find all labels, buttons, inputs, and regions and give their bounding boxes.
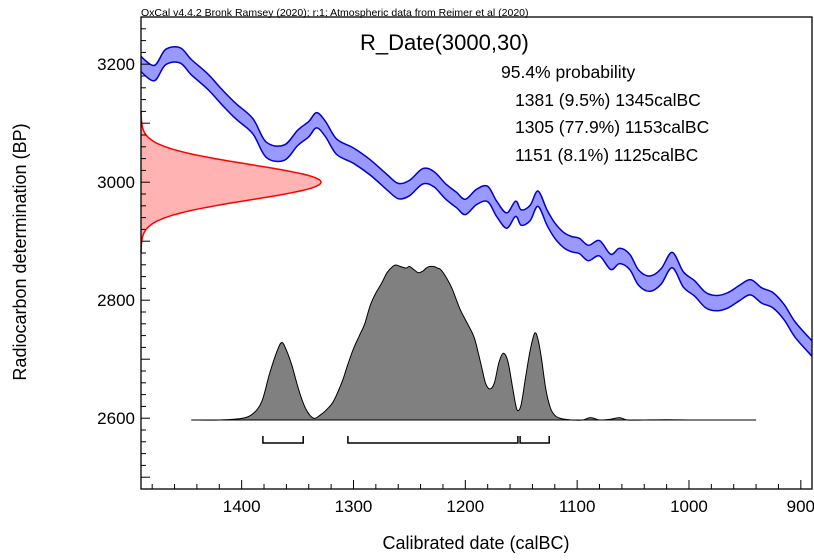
y-tick-label: 2600: [97, 409, 135, 428]
range-label-2: 1305 (77.9%) 1153calBC: [515, 117, 709, 137]
y-tick-label: 2800: [97, 291, 135, 310]
x-tick-label: 900: [787, 497, 814, 516]
x-tick-label: 1400: [223, 497, 261, 516]
y-tick-label: 3200: [97, 55, 135, 74]
range-bar-1: [262, 436, 304, 444]
measurement-distribution: [140, 111, 322, 254]
range-label-1: 1381 (9.5%) 1345calBC: [515, 90, 701, 110]
range-bar-3: [519, 436, 550, 444]
measurement-line: [140, 111, 322, 253]
range-bar-2: [347, 436, 519, 444]
probability-label: 95.4% probability: [501, 62, 635, 82]
distribution-fill: [191, 265, 757, 421]
x-tick-label: 1200: [446, 497, 484, 516]
distribution-outline: [191, 264, 757, 421]
x-tick-label: 1100: [559, 497, 596, 516]
x-tick-label: 1300: [335, 497, 373, 516]
calibration-band: [141, 46, 812, 357]
chart-credit: OxCal v4.4.2 Bronk Ramsey (2020); r:1; A…: [141, 7, 529, 19]
calibration-curve: [140, 45, 813, 357]
x-tick-label: 1000: [670, 497, 708, 516]
measurement-fill: [141, 111, 321, 254]
calibrated-distribution: [191, 264, 757, 421]
y-axis-label: Radiocarbon determination (BP): [10, 123, 30, 380]
axes: 1400 1300 1200 1100 1000 900 2600 2800 3000 3200: [97, 16, 814, 516]
calibration-upper-line: [140, 45, 813, 342]
probability-range-bars: [262, 436, 550, 444]
range-label-3: 1151 (8.1%) 1125calBC: [515, 145, 698, 165]
x-axis-label: Calibrated date (calBC): [382, 533, 569, 553]
y-tick-label: 3000: [97, 173, 135, 192]
chart-title: R_Date(3000,30): [360, 30, 529, 55]
calibration-lower-line: [140, 61, 813, 357]
